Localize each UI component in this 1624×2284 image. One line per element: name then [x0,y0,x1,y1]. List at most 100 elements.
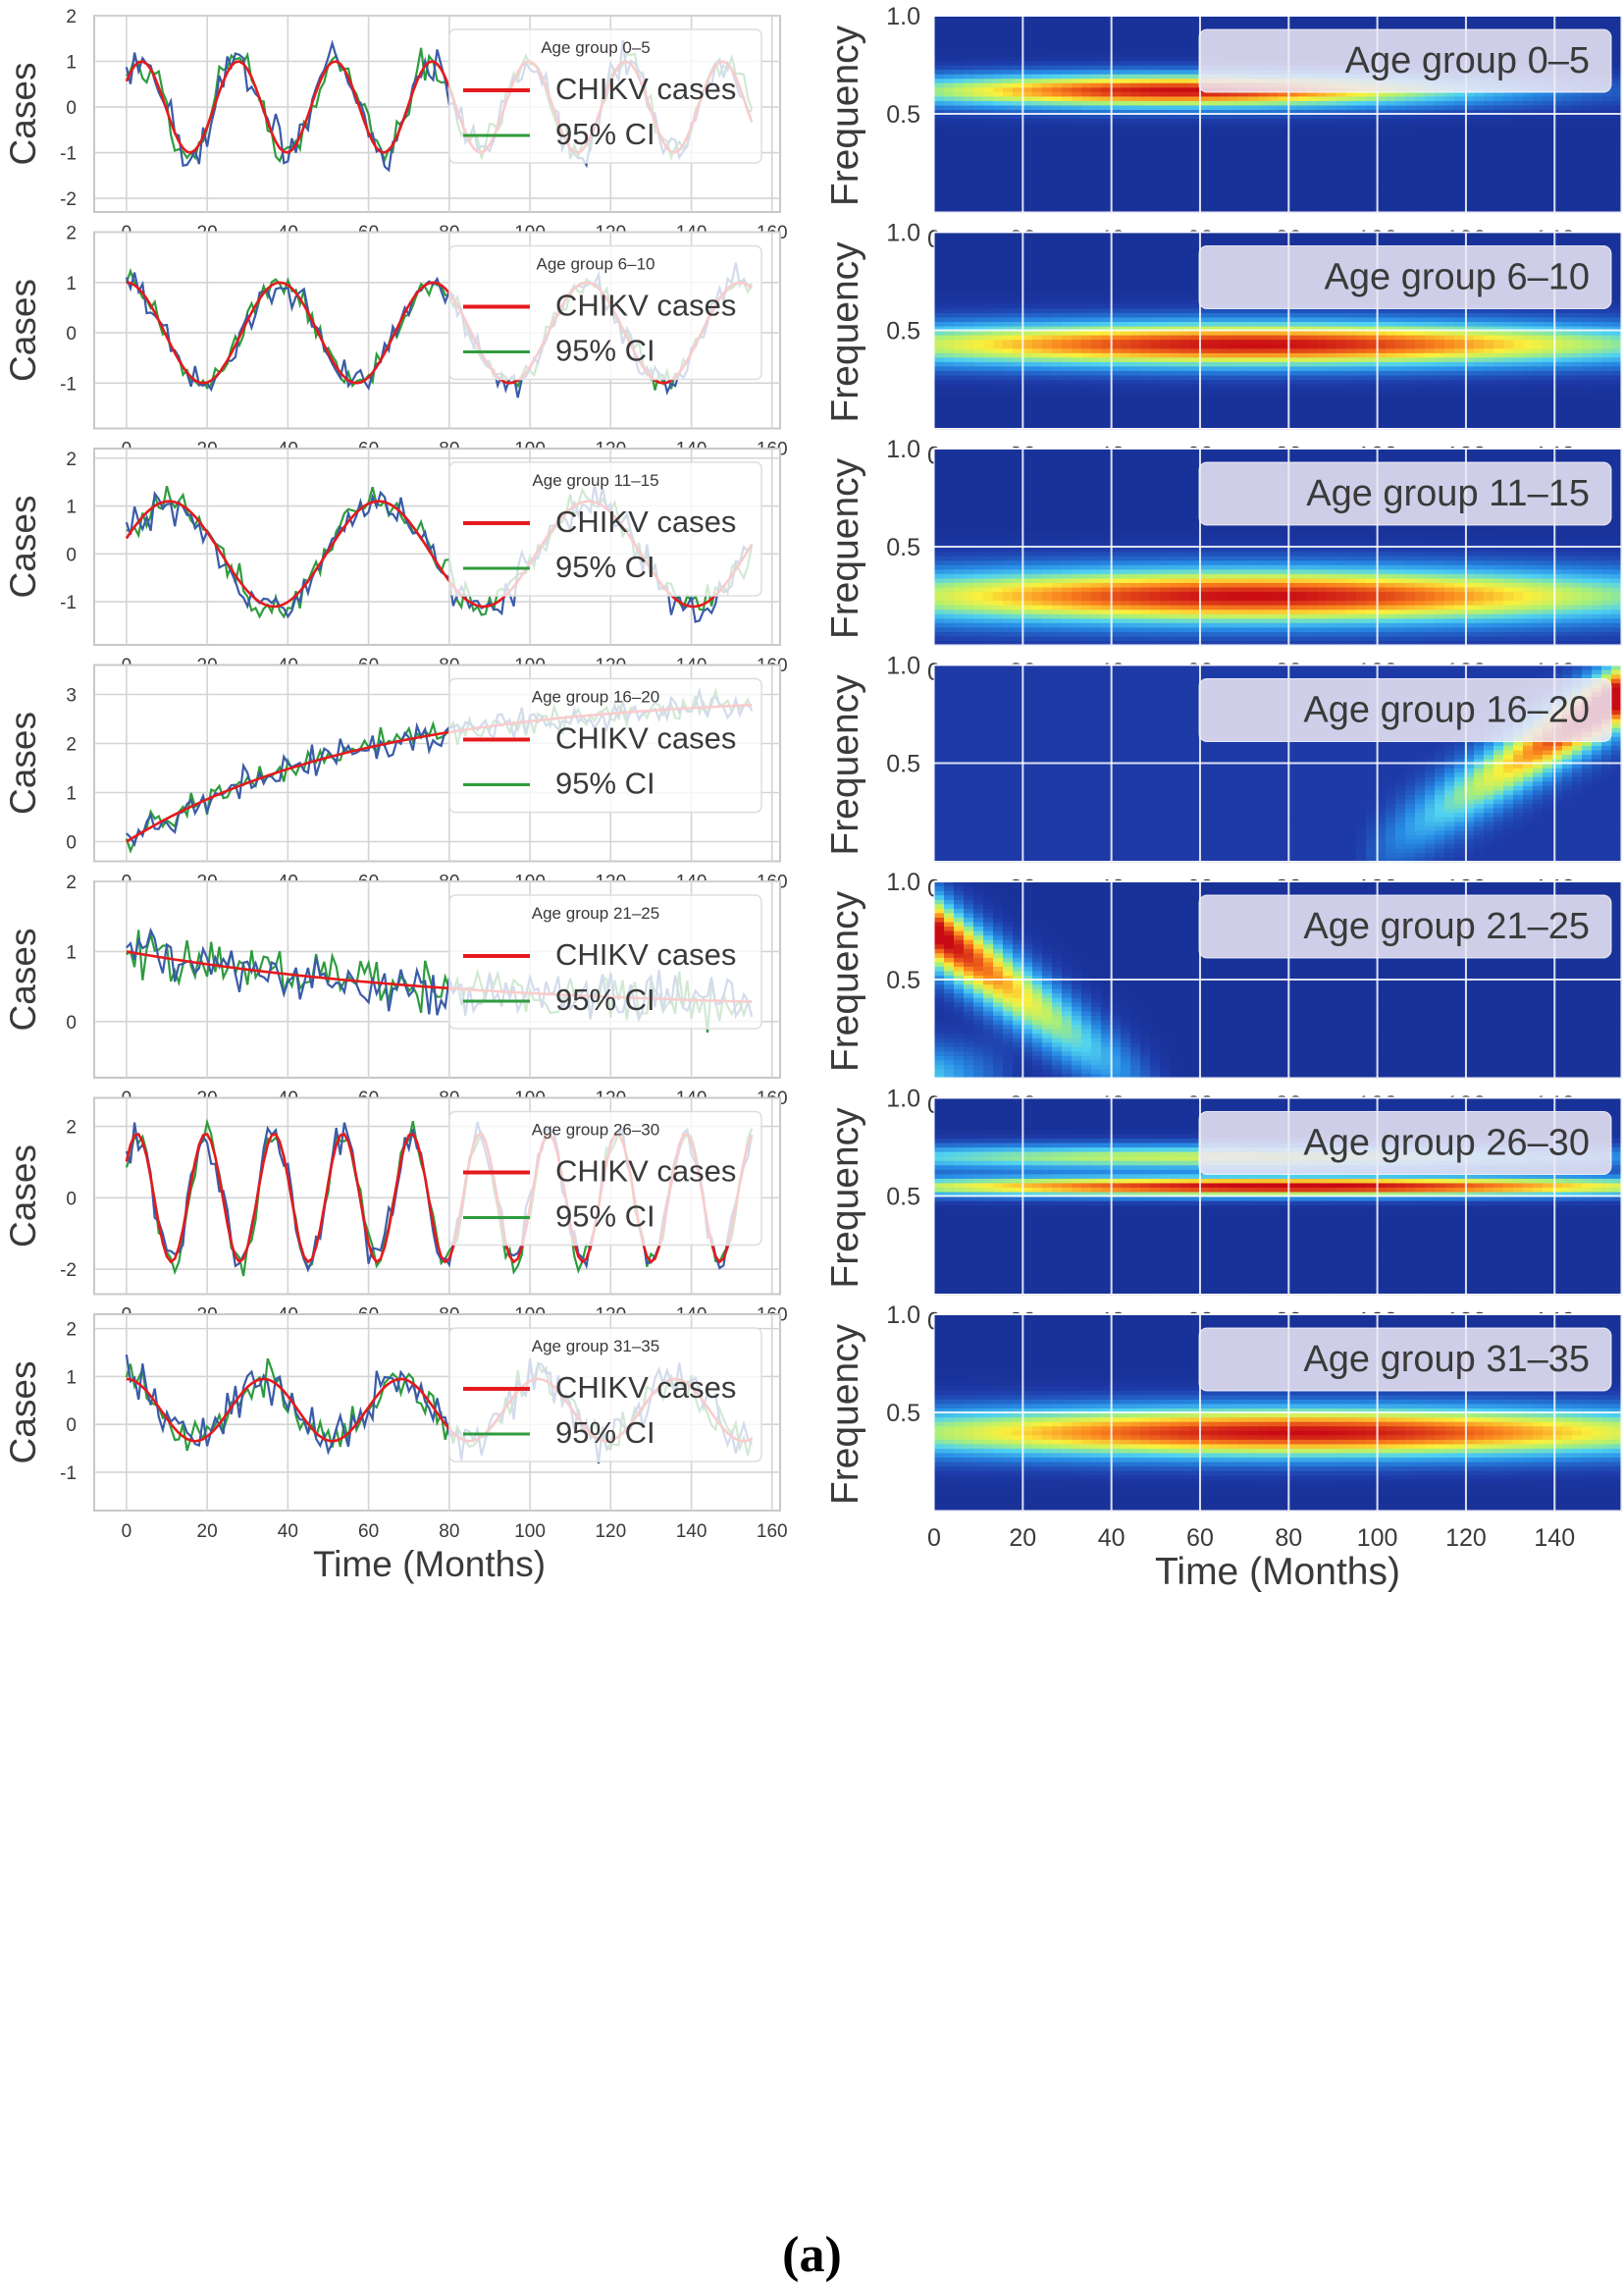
spec-cell [1072,194,1082,199]
spec-cell [1268,149,1279,154]
spec-cell [1268,189,1279,194]
spec-cell [1258,172,1269,177]
spec-cell [1278,154,1288,159]
spec-cell [934,29,945,34]
spec-cell [1032,149,1043,154]
spec-cell [1307,128,1318,133]
spec-cell [1052,87,1063,92]
spec-cell [1130,136,1141,141]
spec-cell [1091,119,1102,124]
spec-cell [1170,149,1180,154]
spec-cell [1238,172,1249,177]
spec-cell [1179,194,1190,199]
spec-cell [1121,82,1131,87]
spec-cell [1013,136,1023,141]
spec-cell [1140,91,1151,96]
spec-cell [1042,194,1053,199]
spec-cell [1179,172,1190,177]
spec-cell [1003,189,1014,194]
spec-cell [1278,172,1288,177]
spec-cell [954,140,965,145]
spec-cell [1062,79,1073,83]
spec-cell [983,158,994,163]
spec-cell [1013,123,1023,128]
spec-cell [1258,119,1269,124]
spec-cell [973,172,984,177]
spec-cell [1013,105,1023,110]
spec-cell [944,70,955,75]
spec-cell [1042,87,1053,92]
spec-cell [954,65,965,70]
spec-cell [1072,96,1082,101]
spec-cell [1140,186,1151,190]
spec-cell [944,65,955,70]
spec-cell [1150,25,1161,29]
spec-cell [1101,60,1112,65]
spec-cell [1121,132,1131,136]
spec-cell [1150,132,1161,136]
spec-cell [1150,145,1161,150]
spec-cell [1072,60,1082,65]
spec-cell [1052,172,1063,177]
spec-cell [1307,154,1318,159]
spec-cell [1022,25,1033,29]
spec-cell [1130,128,1141,133]
spec-cell [1179,177,1190,182]
spec-cell [1121,65,1131,70]
spec-cell [964,140,974,145]
spec-cell [1307,25,1318,29]
spec-cell [1238,168,1249,173]
spec-cell [1229,132,1239,136]
spec-cell [1150,128,1161,133]
spec-cell [1013,140,1023,145]
spec-cell [1091,132,1102,136]
spec-cell [1130,38,1141,43]
spec-cell [1179,181,1190,186]
spec-cell [983,119,994,124]
spec-cell [973,87,984,92]
spec-cell [1140,79,1151,83]
spec-cell [1052,60,1063,65]
spec-cell [1219,172,1230,177]
spec-cell [1101,149,1112,154]
spec-cell [1003,74,1014,79]
spec-cell [1081,100,1092,105]
spec-cell [1258,158,1269,163]
spec-cell [1297,181,1308,186]
spec-cell [1278,189,1288,194]
spec-cell [1032,119,1043,124]
spec-cell [964,154,974,159]
spec-cell [1189,70,1200,75]
spec-cell [1101,105,1112,110]
spec-cell [1091,29,1102,34]
spec-cell [993,42,1004,47]
spec-cell [1130,119,1141,124]
spec-cell [1042,91,1053,96]
spec-cell [954,172,965,177]
spec-cell [1219,25,1230,29]
spec-cell [993,203,1004,208]
spec-cell [1209,198,1220,203]
spec-cell [1219,189,1230,194]
spec-cell [1072,47,1082,52]
spec-cell [934,145,945,150]
spec-cell [1307,186,1318,190]
spec-cell [1179,51,1190,56]
spec-cell [1032,158,1043,163]
spec-cell [1268,172,1279,177]
spec-cell [1317,177,1328,182]
spec-cell [1081,177,1092,182]
spec-cell [1160,60,1171,65]
spec-cell [1268,140,1279,145]
spec-cell [1013,172,1023,177]
spec-cell [944,163,955,168]
spec-cell [983,47,994,52]
spec-cell [1022,132,1033,136]
spec-cell [1042,25,1053,29]
spec-cell [1268,198,1279,203]
spec-cell [1052,140,1063,145]
spec-cell [1209,96,1220,101]
spec-cell [1238,186,1249,190]
spec-cell [1072,119,1082,124]
spec-cell [1081,158,1092,163]
